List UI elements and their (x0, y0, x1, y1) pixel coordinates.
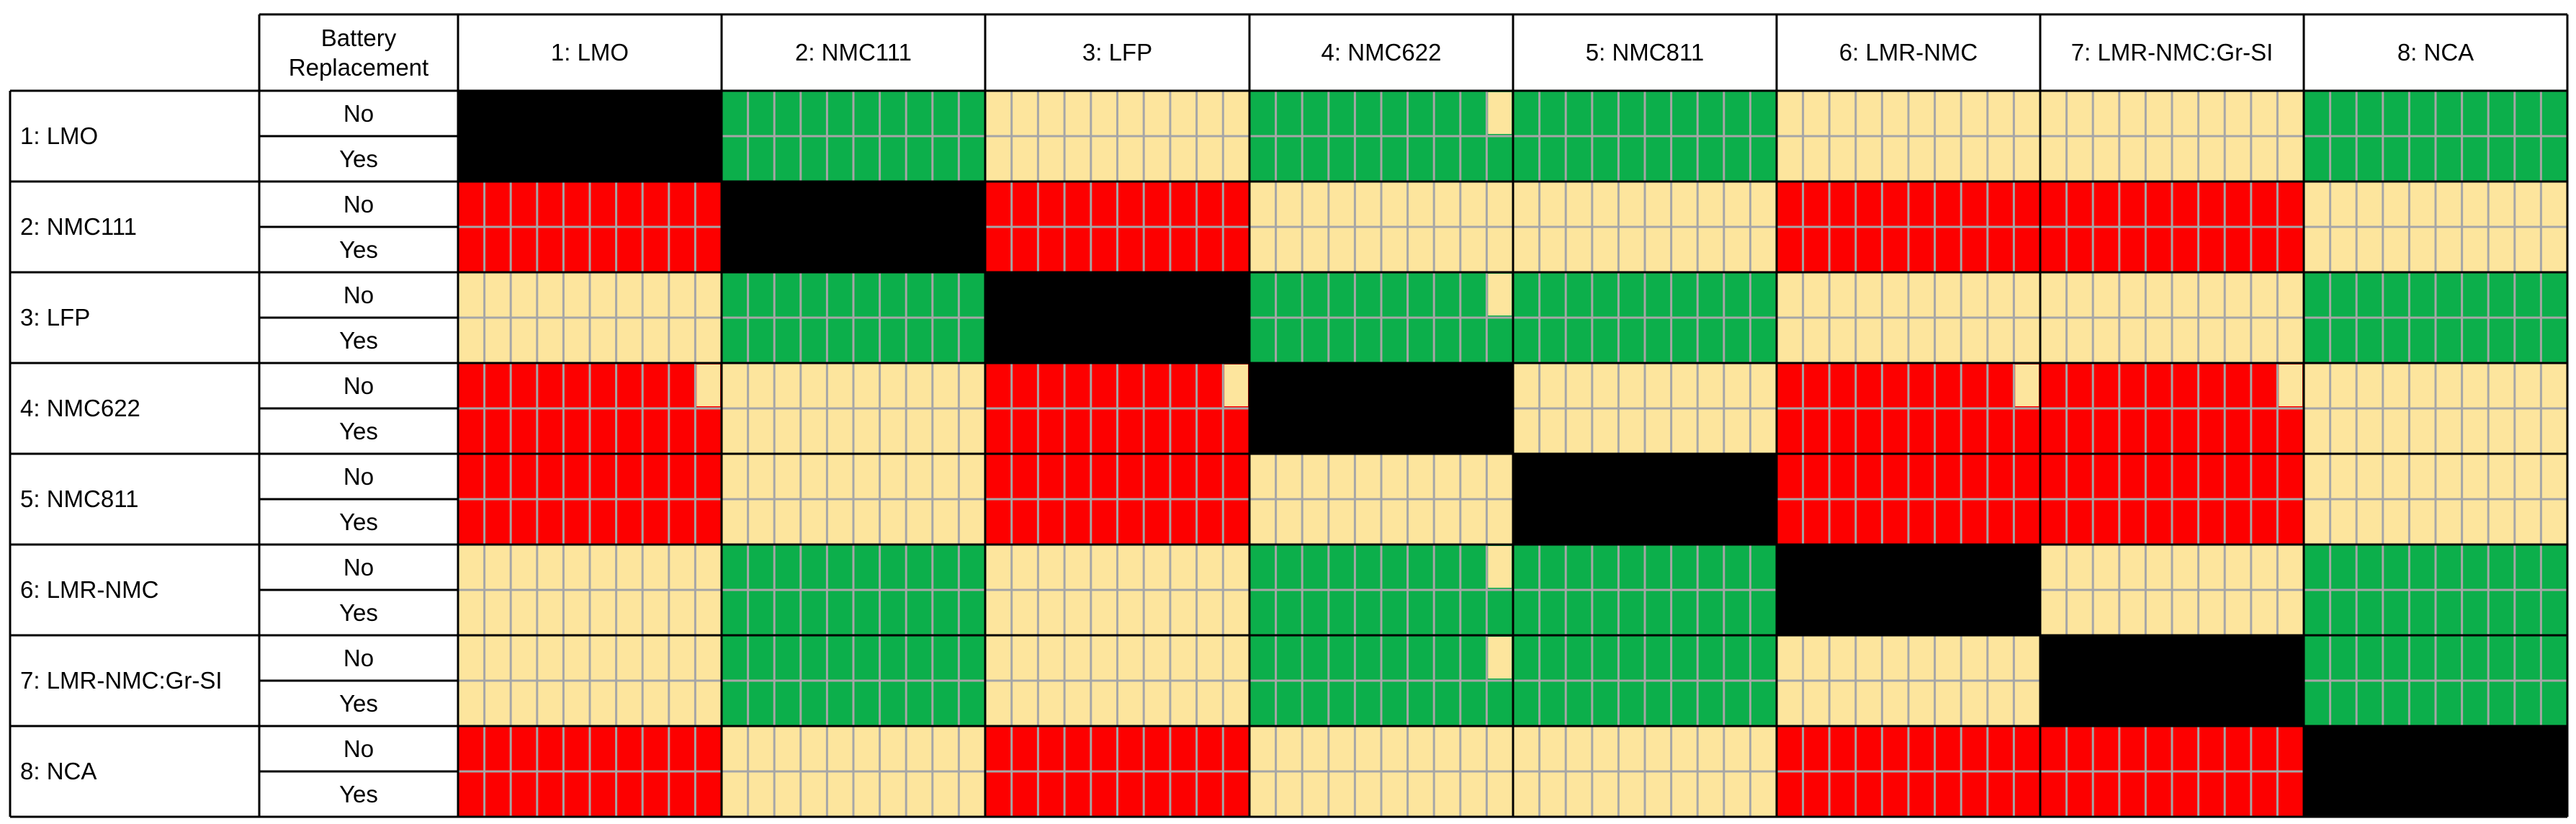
heatmap-cell (2040, 635, 2304, 726)
column-header: 5: NMC811 (1585, 39, 1705, 66)
heatmap-cell (1513, 454, 1777, 545)
partial-segment (696, 364, 720, 406)
column-header: 7: LMR-NMC:Gr-SI (2070, 39, 2274, 66)
heatmap-cell (985, 272, 1249, 363)
partial-segment (1488, 92, 1512, 134)
row-label: 8: NCA (20, 758, 97, 785)
replacement-sub-label: No (343, 281, 374, 308)
replacement-sub-label: No (343, 553, 374, 581)
replacement-sub-label: No (343, 644, 374, 671)
column-header: 8: NCA (2397, 39, 2474, 66)
partial-segment (1488, 637, 1512, 679)
row-label: 4: NMC622 (20, 395, 140, 422)
row-label: 7: LMR-NMC:Gr-SI (20, 667, 223, 694)
replacement-sub-label: No (343, 372, 374, 399)
battery-replacement-header: Battery Replacement (288, 24, 429, 81)
replacement-sub-label: Yes (339, 236, 378, 263)
partial-segment (1224, 364, 1248, 406)
partial-segment (2015, 364, 2039, 406)
partial-segment (1488, 274, 1512, 315)
heatmap-cell (1249, 363, 1513, 454)
replacement-sub-label: Yes (339, 508, 378, 535)
column-header: 2: NMC111 (794, 39, 912, 66)
row-label: 6: LMR-NMC (20, 576, 159, 604)
replacement-sub-label: Yes (339, 780, 378, 807)
column-header: 4: NMC622 (1321, 39, 1442, 66)
column-header: 3: LFP (1082, 39, 1153, 66)
heatmap-cell (722, 182, 985, 272)
partial-segment (2279, 364, 2302, 406)
heatmap-cell (458, 91, 722, 182)
replacement-sub-label: No (343, 735, 374, 762)
replacement-sub-label: Yes (339, 145, 378, 172)
replacement-sub-label: Yes (339, 417, 378, 444)
row-label: 3: LFP (20, 304, 91, 331)
replacement-sub-label: No (343, 462, 374, 490)
replacement-sub-label: No (343, 190, 374, 218)
replacement-sub-label: Yes (339, 326, 378, 354)
row-label: 2: NMC111 (20, 213, 138, 241)
row-label: 5: NMC811 (20, 485, 139, 513)
partial-segment (1488, 546, 1512, 588)
replacement-sub-label: No (343, 99, 374, 127)
column-header: 6: LMR-NMC (1839, 39, 1978, 66)
replacement-sub-label: Yes (339, 689, 378, 717)
row-label: 1: LMO (20, 122, 99, 150)
heatmap-cell (2304, 726, 2567, 817)
heatmap-cell (1777, 545, 2040, 635)
column-header: 1: LMO (550, 39, 629, 66)
replacement-sub-label: Yes (339, 599, 378, 626)
